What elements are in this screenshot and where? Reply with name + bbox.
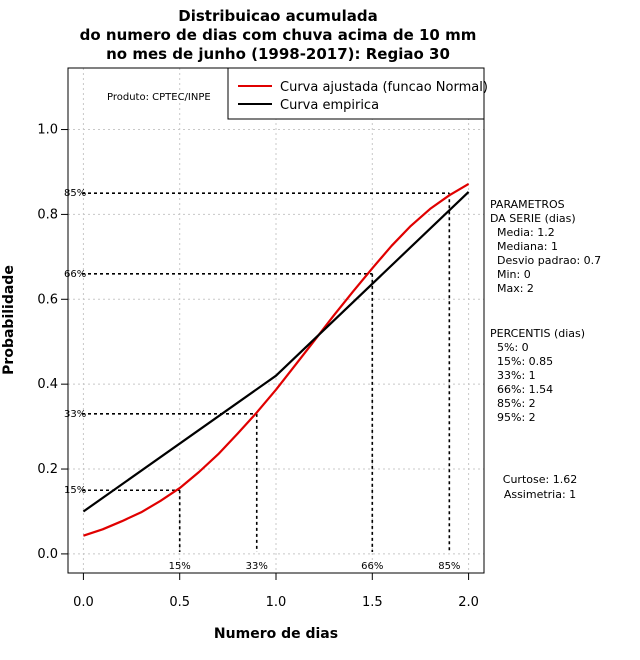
params-line: Max: 2 xyxy=(490,282,534,295)
x-axis-label: Numero de dias xyxy=(214,626,338,642)
x-tick-label: 1.5 xyxy=(362,595,383,610)
params-line: Mediana: 1 xyxy=(490,240,558,253)
percentis-line: 5%: 0 xyxy=(490,341,529,354)
title-line-2: do numero de dias com chuva acima de 10 … xyxy=(80,26,477,44)
percentiles-panel: PERCENTIS (dias) 5%: 0 15%: 0.85 33%: 1 … xyxy=(490,327,585,424)
percentile-label-bottom: 66% xyxy=(361,561,383,572)
title-line-1: Distribuicao acumulada xyxy=(178,7,377,25)
percentis-line: 66%: 1.54 xyxy=(490,383,553,396)
y-tick-label: 0.8 xyxy=(37,207,58,222)
legend-label-empirical: Curva empirica xyxy=(280,98,379,113)
percentis-line: 95%: 2 xyxy=(490,411,536,424)
x-tick-label: 1.0 xyxy=(266,595,287,610)
series-lines xyxy=(82,182,470,537)
percentis-line: 85%: 2 xyxy=(490,397,536,410)
parameters-panel: PARAMETROS DA SERIE (dias) Media: 1.2 Me… xyxy=(490,198,601,295)
assimetria-text: Assimetria: 1 xyxy=(504,488,576,501)
legend-box xyxy=(227,67,485,120)
grid-lines xyxy=(68,68,484,573)
x-tick-label: 2.0 xyxy=(458,595,479,610)
percentile-label-bottom: 85% xyxy=(438,561,460,572)
x-axis: 0.0 0.5 1.0 1.5 2.0 xyxy=(73,572,479,610)
percentile-label-left: 66% xyxy=(64,269,86,280)
curtose-text: Curtose: 1.62 xyxy=(503,473,577,486)
y-tick-label: 0.0 xyxy=(37,547,58,562)
y-tick-label: 0.2 xyxy=(37,462,58,477)
x-tick-label: 0.0 xyxy=(73,595,94,610)
legend: Curva ajustada (funcao Normal) Curva emp… xyxy=(227,67,488,120)
title-line-3: no mes de junho (1998-2017): Regiao 30 xyxy=(106,45,450,63)
percentis-line: 15%: 0.85 xyxy=(490,355,553,368)
y-axis: 0.0 0.2 0.4 0.6 0.8 1.0 xyxy=(37,123,69,562)
percentis-line: 33%: 1 xyxy=(490,369,536,382)
percentile-label-left: 33% xyxy=(64,409,86,420)
percentis-line: PERCENTIS (dias) xyxy=(490,327,585,340)
params-line: Media: 1.2 xyxy=(490,226,555,239)
percentile-label-left: 85% xyxy=(64,188,86,199)
y-axis-label: Probabilidade xyxy=(1,265,17,375)
series-line xyxy=(82,191,470,513)
params-line: Desvio padrao: 0.7 xyxy=(490,254,601,267)
shape-panel: Curtose: 1.62 Assimetria: 1 xyxy=(503,473,577,501)
y-tick-label: 0.4 xyxy=(37,377,58,392)
params-line: PARAMETROS xyxy=(490,198,565,211)
credit-text: Produto: CPTEC/INPE xyxy=(107,92,211,103)
params-line: Min: 0 xyxy=(490,268,531,281)
legend-label-fitted: Curva ajustada (funcao Normal) xyxy=(280,80,488,95)
params-line: DA SERIE (dias) xyxy=(490,212,576,225)
percentile-label-bottom: 33% xyxy=(246,561,268,572)
percentile-label-left: 15% xyxy=(64,485,86,496)
y-tick-label: 1.0 xyxy=(37,123,58,138)
x-tick-label: 0.5 xyxy=(169,595,190,610)
chart-title: Distribuicao acumulada do numero de dias… xyxy=(80,7,477,63)
y-tick-label: 0.6 xyxy=(37,292,58,307)
percentile-markers: 15% 15% 33% 33% 66% 66% 85% 85% xyxy=(64,188,460,572)
series-line xyxy=(83,182,470,537)
percentile-label-bottom: 15% xyxy=(169,561,191,572)
